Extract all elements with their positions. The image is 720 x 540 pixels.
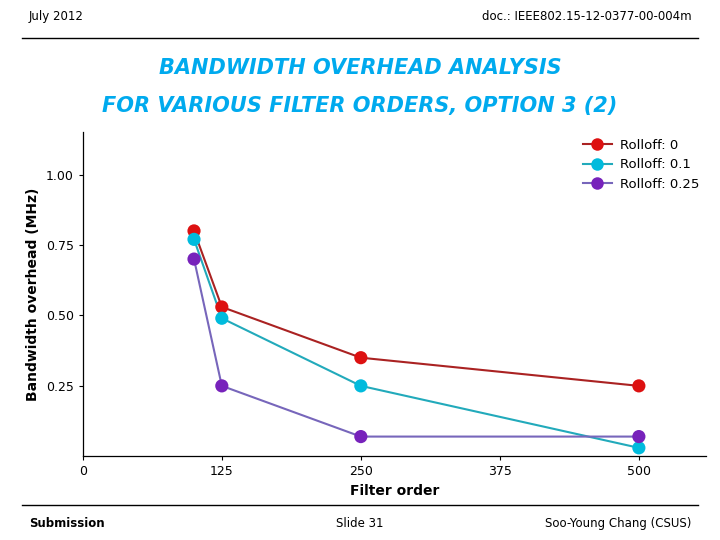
- Text: Slide 31: Slide 31: [336, 517, 384, 530]
- Point: [355, 432, 366, 441]
- Point: [633, 382, 644, 390]
- Point: [188, 255, 199, 264]
- Point: [216, 382, 228, 390]
- X-axis label: Filter order: Filter order: [349, 484, 439, 498]
- Text: July 2012: July 2012: [29, 10, 84, 23]
- Point: [216, 314, 228, 322]
- Legend: Rolloff: 0, Rolloff: 0.1, Rolloff: 0.25: Rolloff: 0, Rolloff: 0.1, Rolloff: 0.25: [582, 139, 699, 191]
- Text: Soo-Young Chang (CSUS): Soo-Young Chang (CSUS): [545, 517, 691, 530]
- Point: [188, 227, 199, 235]
- Point: [216, 302, 228, 311]
- Y-axis label: Bandwidth overhead (MHz): Bandwidth overhead (MHz): [26, 187, 40, 401]
- Text: FOR VARIOUS FILTER ORDERS, OPTION 3 (2): FOR VARIOUS FILTER ORDERS, OPTION 3 (2): [102, 96, 618, 116]
- Point: [633, 432, 644, 441]
- Point: [633, 443, 644, 452]
- Text: doc.: IEEE802.15-12-0377-00-004m: doc.: IEEE802.15-12-0377-00-004m: [482, 10, 691, 23]
- Point: [355, 353, 366, 362]
- Text: BANDWIDTH OVERHEAD ANALYSIS: BANDWIDTH OVERHEAD ANALYSIS: [158, 58, 562, 78]
- Point: [355, 382, 366, 390]
- Point: [188, 235, 199, 244]
- Text: Submission: Submission: [29, 517, 104, 530]
